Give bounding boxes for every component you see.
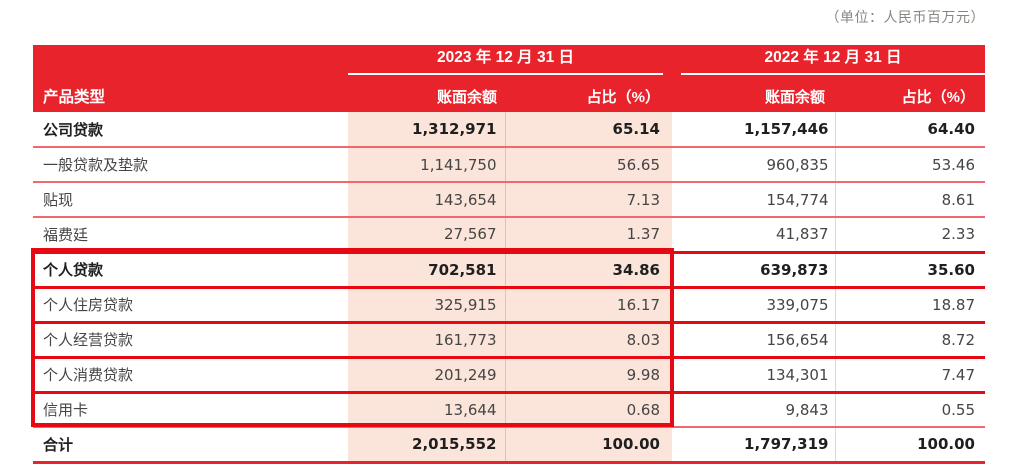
period-header-2022: 2022 年 12 月 31 日 (672, 45, 985, 80)
product-type-header: 产品类型 (33, 45, 348, 112)
share-2022-cell: 53.46 (835, 146, 985, 182)
product-type-cell: 合计 (33, 426, 348, 464)
share-2023-cell: 34.86 (505, 250, 672, 287)
balance-2023-cell: 13,644 (348, 390, 506, 427)
share-2023-cell: 56.65 (505, 146, 672, 182)
share-2022-cell: 8.72 (835, 320, 985, 357)
share-2022-cell: 100.00 (835, 426, 985, 464)
table-row: 个人消费贷款 201,249 9.98 134,301 7.47 (33, 355, 985, 392)
product-type-cell: 个人经营贷款 (33, 320, 348, 357)
product-type-cell: 贴现 (33, 181, 348, 217)
table-row: 一般贷款及垫款 1,141,750 56.65 960,835 53.46 (33, 146, 985, 182)
product-type-cell: 福费廷 (33, 216, 348, 252)
balance-2022-cell: 639,873 (672, 250, 836, 287)
period-label-2022: 2022 年 12 月 31 日 (681, 45, 985, 75)
product-type-cell: 信用卡 (33, 390, 348, 427)
share-2023-cell: 0.68 (505, 390, 672, 427)
table-row: 公司贷款 1,312,971 65.14 1,157,446 64.40 (33, 112, 985, 147)
balance-2022-cell: 339,075 (672, 285, 836, 322)
table-row: 福费廷 27,567 1.37 41,837 2.33 (33, 216, 985, 252)
period-label-2023: 2023 年 12 月 31 日 (348, 45, 663, 75)
share-2023-cell: 16.17 (505, 285, 672, 322)
share-2022-cell: 2.33 (835, 216, 985, 252)
table-row: 信用卡 13,644 0.68 9,843 0.55 (33, 390, 985, 427)
product-type-cell: 个人消费贷款 (33, 355, 348, 392)
balance-2022-cell: 1,797,319 (672, 426, 836, 464)
product-type-cell: 个人贷款 (33, 250, 348, 287)
table-body: 公司贷款 1,312,971 65.14 1,157,446 64.40 一般贷款及垫款 1… (33, 112, 985, 464)
share-2022-cell: 64.40 (927, 120, 975, 138)
share-header-2022: 占比（%） (835, 80, 985, 112)
balance-2023-cell: 2,015,552 (348, 426, 506, 464)
share-2023-cell: 7.13 (505, 181, 672, 217)
table-row: 个人经营贷款 161,773 8.03 156,654 8.72 (33, 320, 985, 357)
share-2022-cell: 8.61 (835, 181, 985, 217)
balance-2023-cell: 201,249 (348, 355, 506, 392)
share-2022-cell: 7.47 (835, 355, 985, 392)
balance-2023-cell: 161,773 (348, 320, 506, 357)
balance-2023-cell: 325,915 (348, 285, 506, 322)
share-2023-cell: 100.00 (505, 426, 672, 464)
table-row: 贴现 143,654 7.13 154,774 8.61 (33, 181, 985, 217)
balance-2023-cell: 27,567 (348, 216, 506, 252)
product-type-cell: 一般贷款及垫款 (33, 146, 348, 182)
balance-2022-cell: 9,843 (672, 390, 836, 427)
share-2023-cell: 8.03 (505, 320, 672, 357)
table-row: 个人贷款 702,581 34.86 639,873 35.60 (33, 250, 985, 287)
product-type-cell: 公司贷款 (43, 121, 104, 139)
balance-2022-cell: 154,774 (672, 181, 836, 217)
share-2022-cell: 18.87 (835, 285, 985, 322)
balance-header-2022: 账面余额 (672, 80, 835, 112)
balance-2023-cell: 1,312,971 (348, 112, 506, 147)
balance-2023-cell: 143,654 (348, 181, 506, 217)
table-row: 个人住房贷款 325,915 16.17 339,075 18.87 (33, 285, 985, 322)
loan-products-table: 产品类型 2023 年 12 月 31 日 2022 年 12 月 31 日 账… (31, 45, 985, 464)
unit-note: （单位：人民币百万元） (825, 9, 985, 25)
balance-header-2023: 账面余额 (348, 80, 505, 112)
share-2023-cell: 1.37 (505, 216, 672, 252)
balance-2022-cell: 960,835 (672, 146, 836, 182)
balance-2022-cell: 1,157,446 (672, 112, 836, 147)
share-header-2023: 占比（%） (505, 80, 672, 112)
total-row: 合计 2,015,552 100.00 1,797,319 100.00 (33, 426, 985, 464)
balance-2022-cell: 156,654 (672, 320, 836, 357)
period-header-2023: 2023 年 12 月 31 日 (348, 45, 672, 80)
balance-2022-cell: 134,301 (672, 355, 836, 392)
share-2023-cell: 65.14 (505, 112, 672, 147)
table-header: 产品类型 2023 年 12 月 31 日 2022 年 12 月 31 日 账… (33, 45, 985, 112)
product-type-cell: 个人住房贷款 (33, 285, 348, 322)
balance-2023-cell: 1,141,750 (348, 146, 506, 182)
balance-2023-cell: 702,581 (348, 250, 506, 287)
share-2022-cell: 0.55 (835, 390, 985, 427)
share-2022-cell: 35.60 (835, 250, 985, 287)
share-2023-cell: 9.98 (505, 355, 672, 392)
balance-2022-cell: 41,837 (672, 216, 836, 252)
